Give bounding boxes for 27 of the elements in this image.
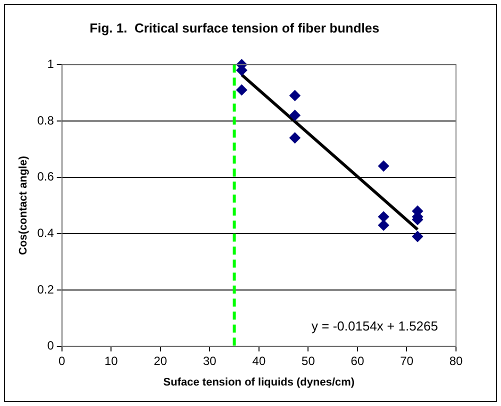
y-tick-label: 1 [47,56,54,71]
x-tick-label: 20 [154,354,168,368]
point [289,110,300,121]
point [289,90,300,102]
y-tick-label: 0.2 [37,282,54,296]
point [412,231,424,242]
x-tick-label: 10 [104,354,118,368]
y-tick-label: 0.8 [37,113,54,128]
y-tick-label: 0 [47,338,54,353]
point [289,132,300,144]
point [378,160,390,172]
x-tick-label: 70 [400,354,414,368]
x-tick-label: 50 [302,354,316,368]
point [378,220,390,231]
chart-title: Fig. 1. Critical surface tension of fiber bundles [90,20,380,36]
x-tick-label: 0 [58,354,66,368]
x-tick-label: 60 [350,354,364,368]
x-axis-title: Suface tension of liquids (dynes/cm) [163,376,355,388]
y-tick-label: 0.6 [37,170,54,184]
y-tick-label: 0.4 [37,226,54,240]
point [236,84,248,96]
x-tick-label: 30 [202,354,217,368]
point [378,211,390,222]
x-tick-label: 40 [252,354,266,368]
annotation: y = -0.0154x + 1.5265 [312,318,438,334]
x-tick-label: 80 [449,354,463,368]
y-axis-title: Cos(contact angle) [18,156,30,256]
